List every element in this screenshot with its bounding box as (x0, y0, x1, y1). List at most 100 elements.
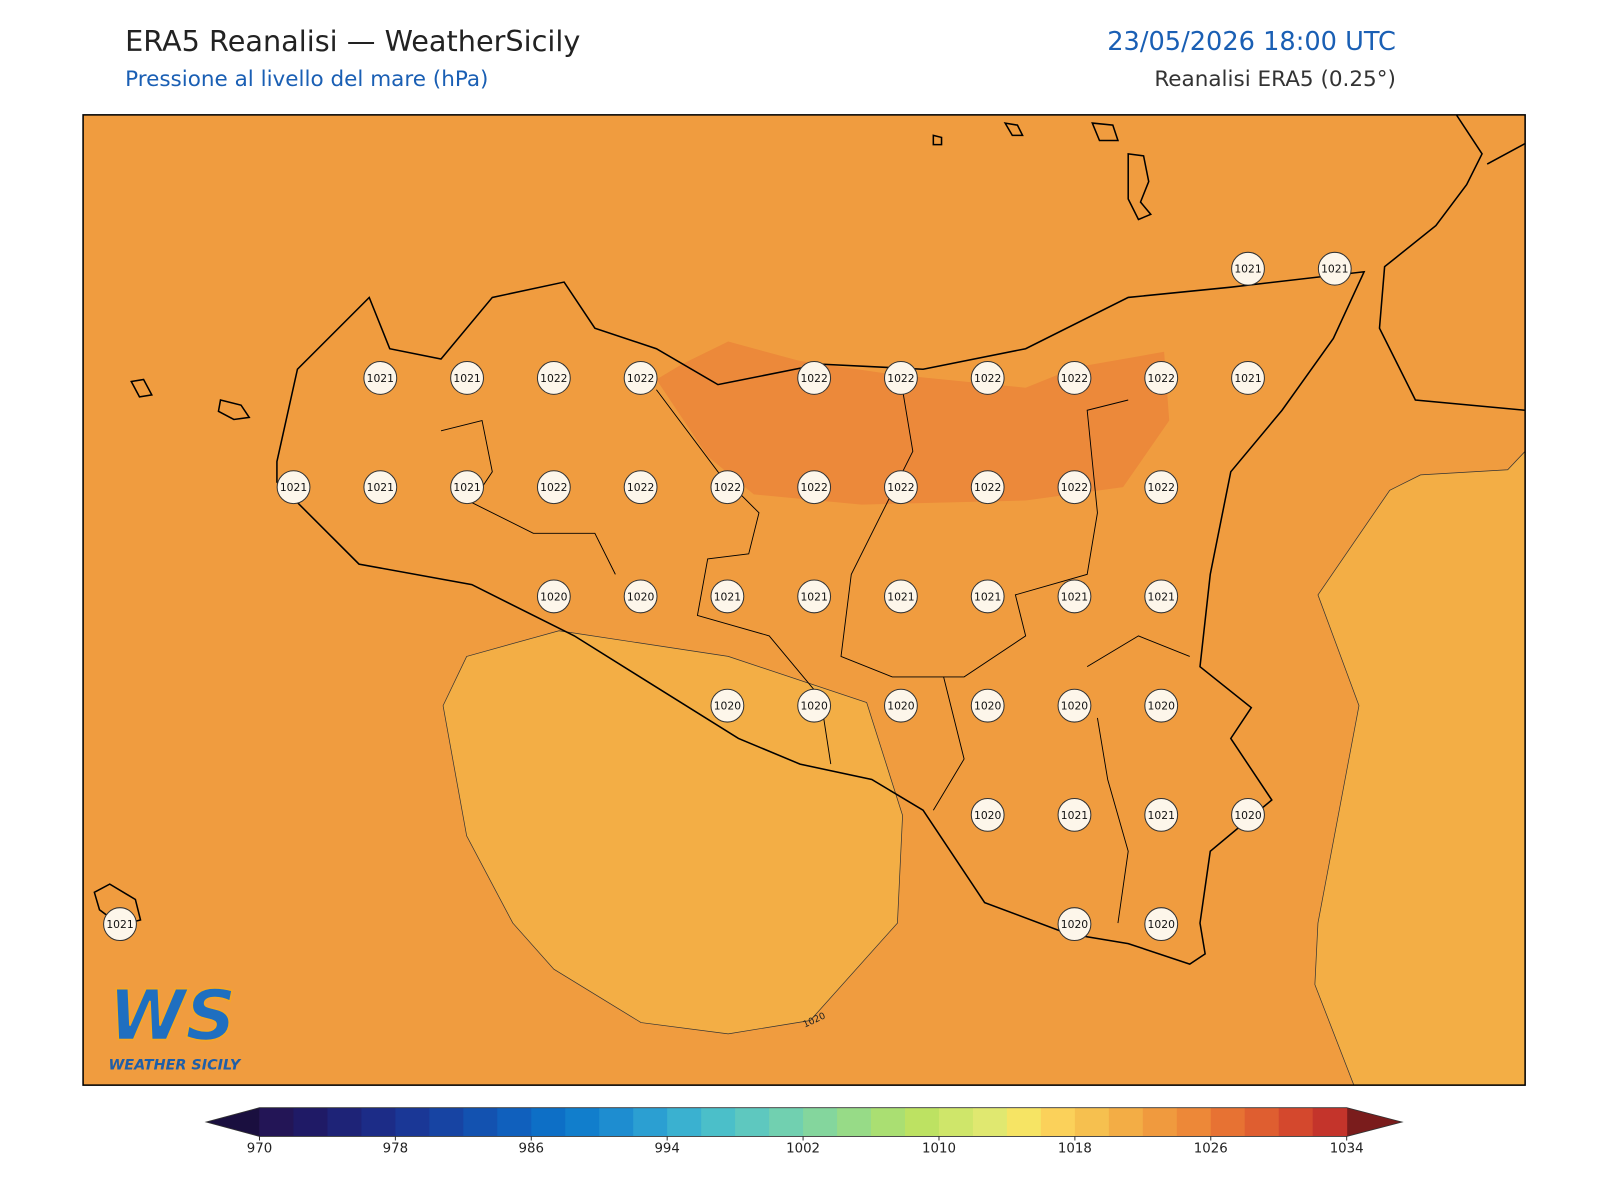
colorbar: 970 978 986 994 1002 1010 1018 1026 1034 (204, 1107, 1404, 1157)
colorbar-swatch (395, 1107, 430, 1137)
pressure-labels: 1021 1021 1021 1021 1022 1022 1022 1022 1022 1022… (103, 251, 1352, 942)
colorbar-swatch (531, 1107, 566, 1137)
pressure-marker (1057, 688, 1092, 723)
pressure-label: 1020 (1148, 700, 1176, 713)
pressure-label: 1020 (540, 590, 568, 603)
pressure-marker (970, 797, 1005, 832)
pressure-marker (797, 579, 832, 614)
colorbar-swatch (497, 1107, 532, 1137)
colorbar-tick-label: 970 (247, 1142, 272, 1157)
colorbar-swatch (701, 1107, 736, 1137)
pressure-label: 1021 (1234, 263, 1261, 276)
pressure-label: 1020 (887, 700, 915, 713)
pressure-marker (363, 361, 398, 395)
pressure-label: 1021 (714, 590, 741, 603)
pressure-marker (884, 470, 918, 505)
pressure-label: 1021 (1234, 372, 1261, 385)
pressure-label: 1020 (974, 809, 1002, 822)
colorbar-under (206, 1107, 260, 1137)
pressure-label: 1021 (453, 372, 480, 385)
colorbar-tick-label: 1026 (1194, 1142, 1228, 1157)
logo: WS WEATHER SICILY (108, 975, 242, 1074)
colorbar-swatch (1244, 1107, 1280, 1137)
colorbar-tick-label: 1018 (1058, 1142, 1092, 1157)
colorbar-swatch (361, 1107, 396, 1137)
pressure-label: 1021 (1061, 590, 1088, 603)
pressure-marker (710, 579, 745, 614)
pressure-label: 1022 (1148, 372, 1175, 385)
pressure-label: 1021 (800, 590, 827, 603)
colorbar-swatch (633, 1107, 668, 1137)
pressure-label: 1022 (887, 372, 914, 385)
logo-mark: WS (109, 976, 236, 1057)
colorbar-tick-label: 978 (383, 1142, 408, 1157)
pressure-label: 1022 (1148, 481, 1175, 494)
pressure-label: 1020 (1061, 700, 1089, 713)
pressure-marker (1144, 797, 1179, 832)
colorbar-swatch (259, 1107, 294, 1137)
pressure-label: 1022 (540, 481, 567, 494)
pressure-marker (884, 688, 918, 723)
pressure-marker (276, 470, 311, 505)
pressure-marker (536, 470, 571, 505)
pressure-marker (1144, 688, 1179, 723)
source: Reanalisi ERA5 (0.25°) (1154, 67, 1396, 92)
colorbar-swatch (1142, 1107, 1178, 1137)
pressure-label: 1021 (887, 590, 914, 603)
pressure-marker (797, 361, 832, 395)
pressure-label: 1021 (1321, 263, 1348, 276)
pressure-label: 1020 (974, 700, 1002, 713)
colorbar-swatch (429, 1107, 464, 1137)
pressure-marker (710, 688, 745, 723)
colorbar-swatch (871, 1107, 906, 1137)
pressure-label: 1020 (1234, 809, 1262, 822)
pressure-marker (884, 579, 918, 614)
colorbar-swatch (803, 1107, 838, 1137)
colorbar-swatch (972, 1107, 1008, 1137)
pressure-marker (884, 361, 918, 395)
colorbar-swatch (1040, 1107, 1076, 1137)
pressure-marker (1144, 470, 1179, 505)
pressure-marker (1057, 470, 1092, 505)
colorbar-swatch (1312, 1107, 1348, 1137)
colorbar-swatch (293, 1107, 328, 1137)
logo-text: WEATHER SICILY (108, 1058, 241, 1074)
colorbar-tick-label: 1010 (922, 1142, 956, 1157)
pressure-marker (970, 361, 1005, 395)
pressure-marker (363, 470, 398, 505)
pressure-marker (1057, 361, 1092, 395)
pressure-label: 1020 (1148, 918, 1176, 931)
colorbar-tick-label: 994 (654, 1142, 679, 1157)
colorbar-over (1346, 1107, 1403, 1137)
colorbar-swatch (327, 1107, 362, 1137)
low-area (442, 630, 903, 1035)
colorbar-swatch (1006, 1107, 1042, 1137)
pressure-label: 1020 (714, 700, 742, 713)
colorbar-swatch (905, 1107, 940, 1137)
map-frame (82, 114, 1526, 1086)
pressure-label: 1022 (627, 481, 654, 494)
pressure-label: 1022 (974, 481, 1001, 494)
datetime: 23/05/2026 18:00 UTC (1107, 27, 1396, 57)
pressure-marker (536, 579, 571, 614)
pressure-label: 1021 (453, 481, 480, 494)
pressure-marker (1144, 579, 1179, 614)
colorbar-swatch (1278, 1107, 1314, 1137)
pressure-label: 1022 (974, 372, 1001, 385)
pressure-label: 1022 (1061, 372, 1088, 385)
pressure-marker (1231, 361, 1265, 395)
pressure-marker (1144, 361, 1179, 395)
colorbar-swatch (769, 1107, 804, 1137)
pressure-label: 1020 (800, 700, 828, 713)
pressure-label: 1022 (887, 481, 914, 494)
pressure-marker (1057, 907, 1092, 942)
pressure-label: 1021 (106, 918, 133, 931)
colorbar-swatch (1210, 1107, 1246, 1137)
pressure-label: 1020 (1061, 918, 1089, 931)
colorbar-swatch (463, 1107, 498, 1137)
pressure-marker (1317, 251, 1352, 286)
colorbar-swatch (938, 1107, 974, 1137)
pressure-marker (710, 470, 745, 505)
colorbar-swatch (667, 1107, 702, 1137)
